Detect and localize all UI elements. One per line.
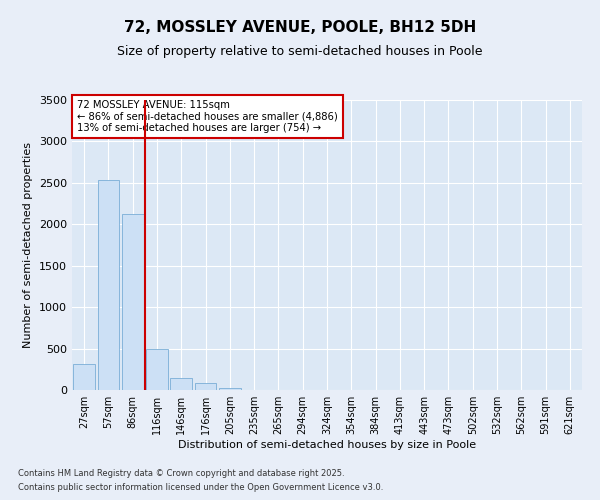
Bar [170, 378, 192, 390]
Bar [146, 350, 168, 390]
Bar [97, 180, 119, 390]
Text: Size of property relative to semi-detached houses in Poole: Size of property relative to semi-detach… [117, 45, 483, 58]
Y-axis label: Number of semi-detached properties: Number of semi-detached properties [23, 142, 34, 348]
Bar [219, 388, 241, 390]
Bar [73, 364, 95, 390]
Text: 72, MOSSLEY AVENUE, POOLE, BH12 5DH: 72, MOSSLEY AVENUE, POOLE, BH12 5DH [124, 20, 476, 35]
Bar [194, 384, 217, 390]
X-axis label: Distribution of semi-detached houses by size in Poole: Distribution of semi-detached houses by … [178, 440, 476, 450]
Text: Contains HM Land Registry data © Crown copyright and database right 2025.: Contains HM Land Registry data © Crown c… [18, 468, 344, 477]
Text: Contains public sector information licensed under the Open Government Licence v3: Contains public sector information licen… [18, 484, 383, 492]
Text: 72 MOSSLEY AVENUE: 115sqm
← 86% of semi-detached houses are smaller (4,886)
13% : 72 MOSSLEY AVENUE: 115sqm ← 86% of semi-… [77, 100, 338, 133]
Bar [122, 214, 143, 390]
